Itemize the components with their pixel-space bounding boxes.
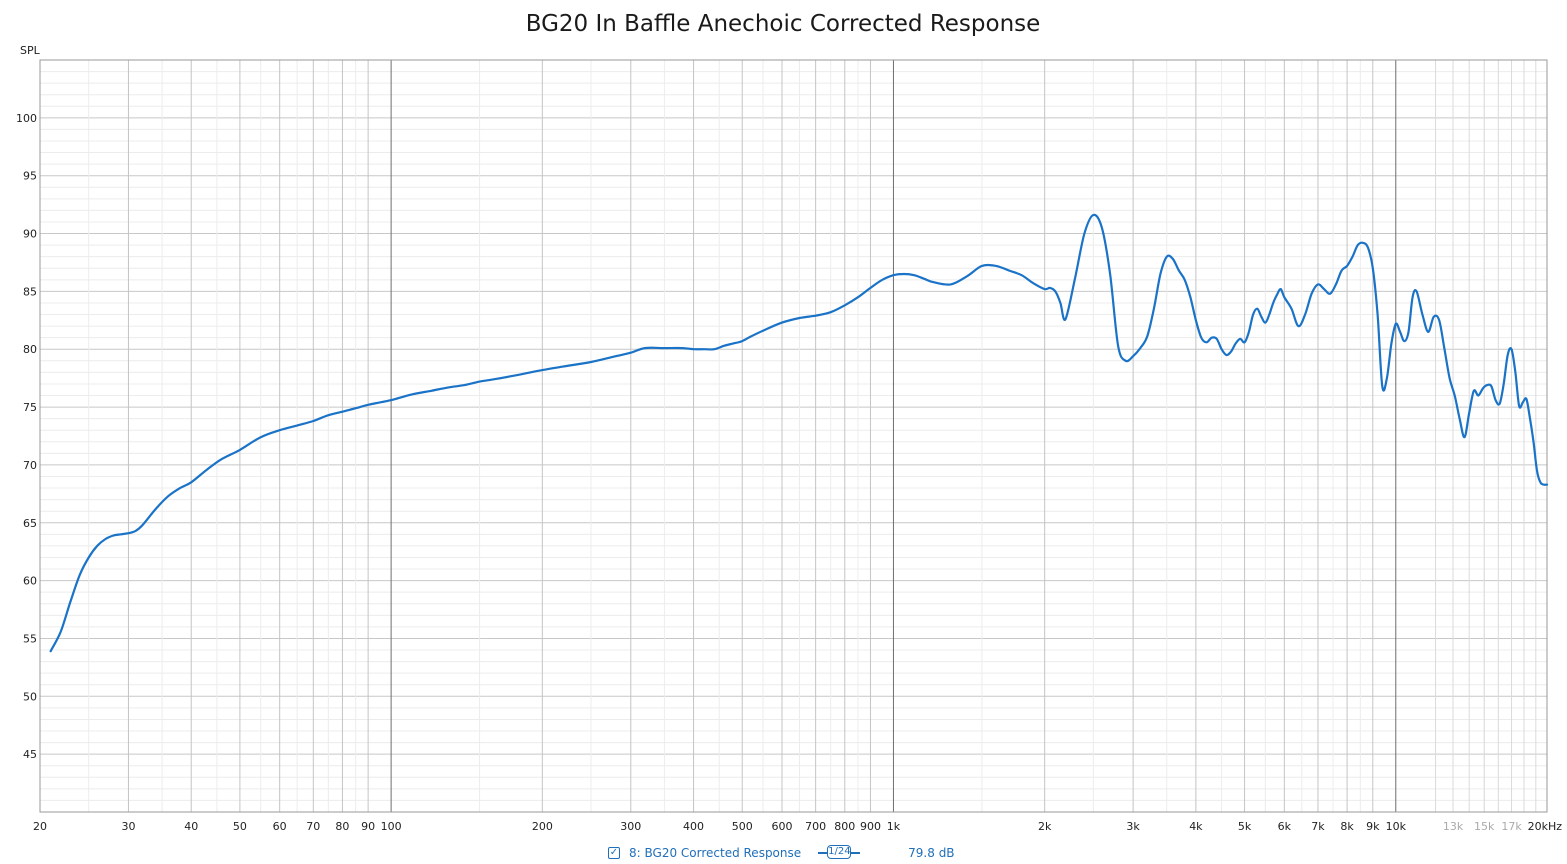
y-tick-label: 65: [23, 517, 37, 530]
y-tick-label: 95: [23, 170, 37, 183]
cursor-value-readout: 79.8 dB: [908, 846, 955, 860]
legend: ✓ 8: BG20 Corrected Response 1/24 79.8 d…: [608, 843, 955, 863]
x-tick-label: 400: [683, 820, 704, 833]
y-axis-label: SPL: [20, 44, 41, 57]
x-tick-label: 6k: [1278, 820, 1292, 833]
x-tick-label: 1k: [887, 820, 901, 833]
series-line-bg20-corrected-response: [49, 213, 1549, 653]
x-tick-labels: 20 30 40 50 60 70 80 90 100 200 300 400 500 600 700 800…: [33, 820, 1562, 833]
y-tick-label: 80: [23, 343, 37, 356]
x-tick-label: 15k: [1474, 820, 1495, 833]
x-tick-label: 8k: [1340, 820, 1354, 833]
x-tick-label: 7k: [1311, 820, 1325, 833]
x-tick-label: 17k: [1501, 820, 1522, 833]
check-icon: ✓: [609, 847, 619, 858]
plot-frame: [39, 59, 1548, 813]
x-tick-label: 40: [184, 820, 198, 833]
x-tick-label: 30: [121, 820, 135, 833]
x-tick-label: 50: [233, 820, 247, 833]
x-tick-label: 700: [805, 820, 826, 833]
y-tick-labels: 45 50 55 60 65 70 75 80 85 90 95 100: [16, 112, 37, 761]
x-tick-label: 80: [335, 820, 349, 833]
x-tick-label: 300: [620, 820, 641, 833]
x-tick-label: 13k: [1443, 820, 1464, 833]
x-tick-label: 20kHz: [1528, 820, 1563, 833]
x-tick-label: 100: [381, 820, 402, 833]
legend-series-label[interactable]: 8: BG20 Corrected Response: [629, 846, 802, 860]
y-tick-label: 70: [23, 459, 37, 472]
x-tick-label: 500: [732, 820, 753, 833]
x-tick-label: 20: [33, 820, 47, 833]
x-tick-label: 4k: [1189, 820, 1203, 833]
x-tick-label: 800: [834, 820, 855, 833]
smoothing-label: 1/24: [827, 845, 852, 859]
grid-lines: [39, 59, 1548, 813]
x-tick-label: 10k: [1386, 820, 1407, 833]
x-tick-label: 9k: [1366, 820, 1380, 833]
y-tick-label: 75: [23, 401, 37, 414]
x-tick-label: 600: [772, 820, 793, 833]
x-tick-label: 3k: [1126, 820, 1140, 833]
y-tick-label: 45: [23, 748, 37, 761]
x-tick-label: 60: [273, 820, 287, 833]
y-tick-label: 85: [23, 285, 37, 298]
x-tick-label: 5k: [1238, 820, 1252, 833]
x-tick-label: 200: [532, 820, 553, 833]
y-tick-label: 55: [23, 632, 37, 645]
smoothing-indicator[interactable]: 1/24: [818, 845, 861, 859]
x-tick-label: 90: [361, 820, 375, 833]
series-visibility-checkbox[interactable]: ✓: [608, 847, 620, 859]
chart-title: BG20 In Baffle Anechoic Corrected Respon…: [526, 11, 1041, 37]
y-tick-label: 100: [16, 112, 37, 125]
x-tick-label: 900: [860, 820, 881, 833]
y-tick-label: 50: [23, 690, 37, 703]
y-tick-label: 60: [23, 575, 37, 588]
y-tick-label: 90: [23, 228, 37, 241]
x-tick-label: 2k: [1038, 820, 1052, 833]
x-tick-label: 70: [306, 820, 320, 833]
